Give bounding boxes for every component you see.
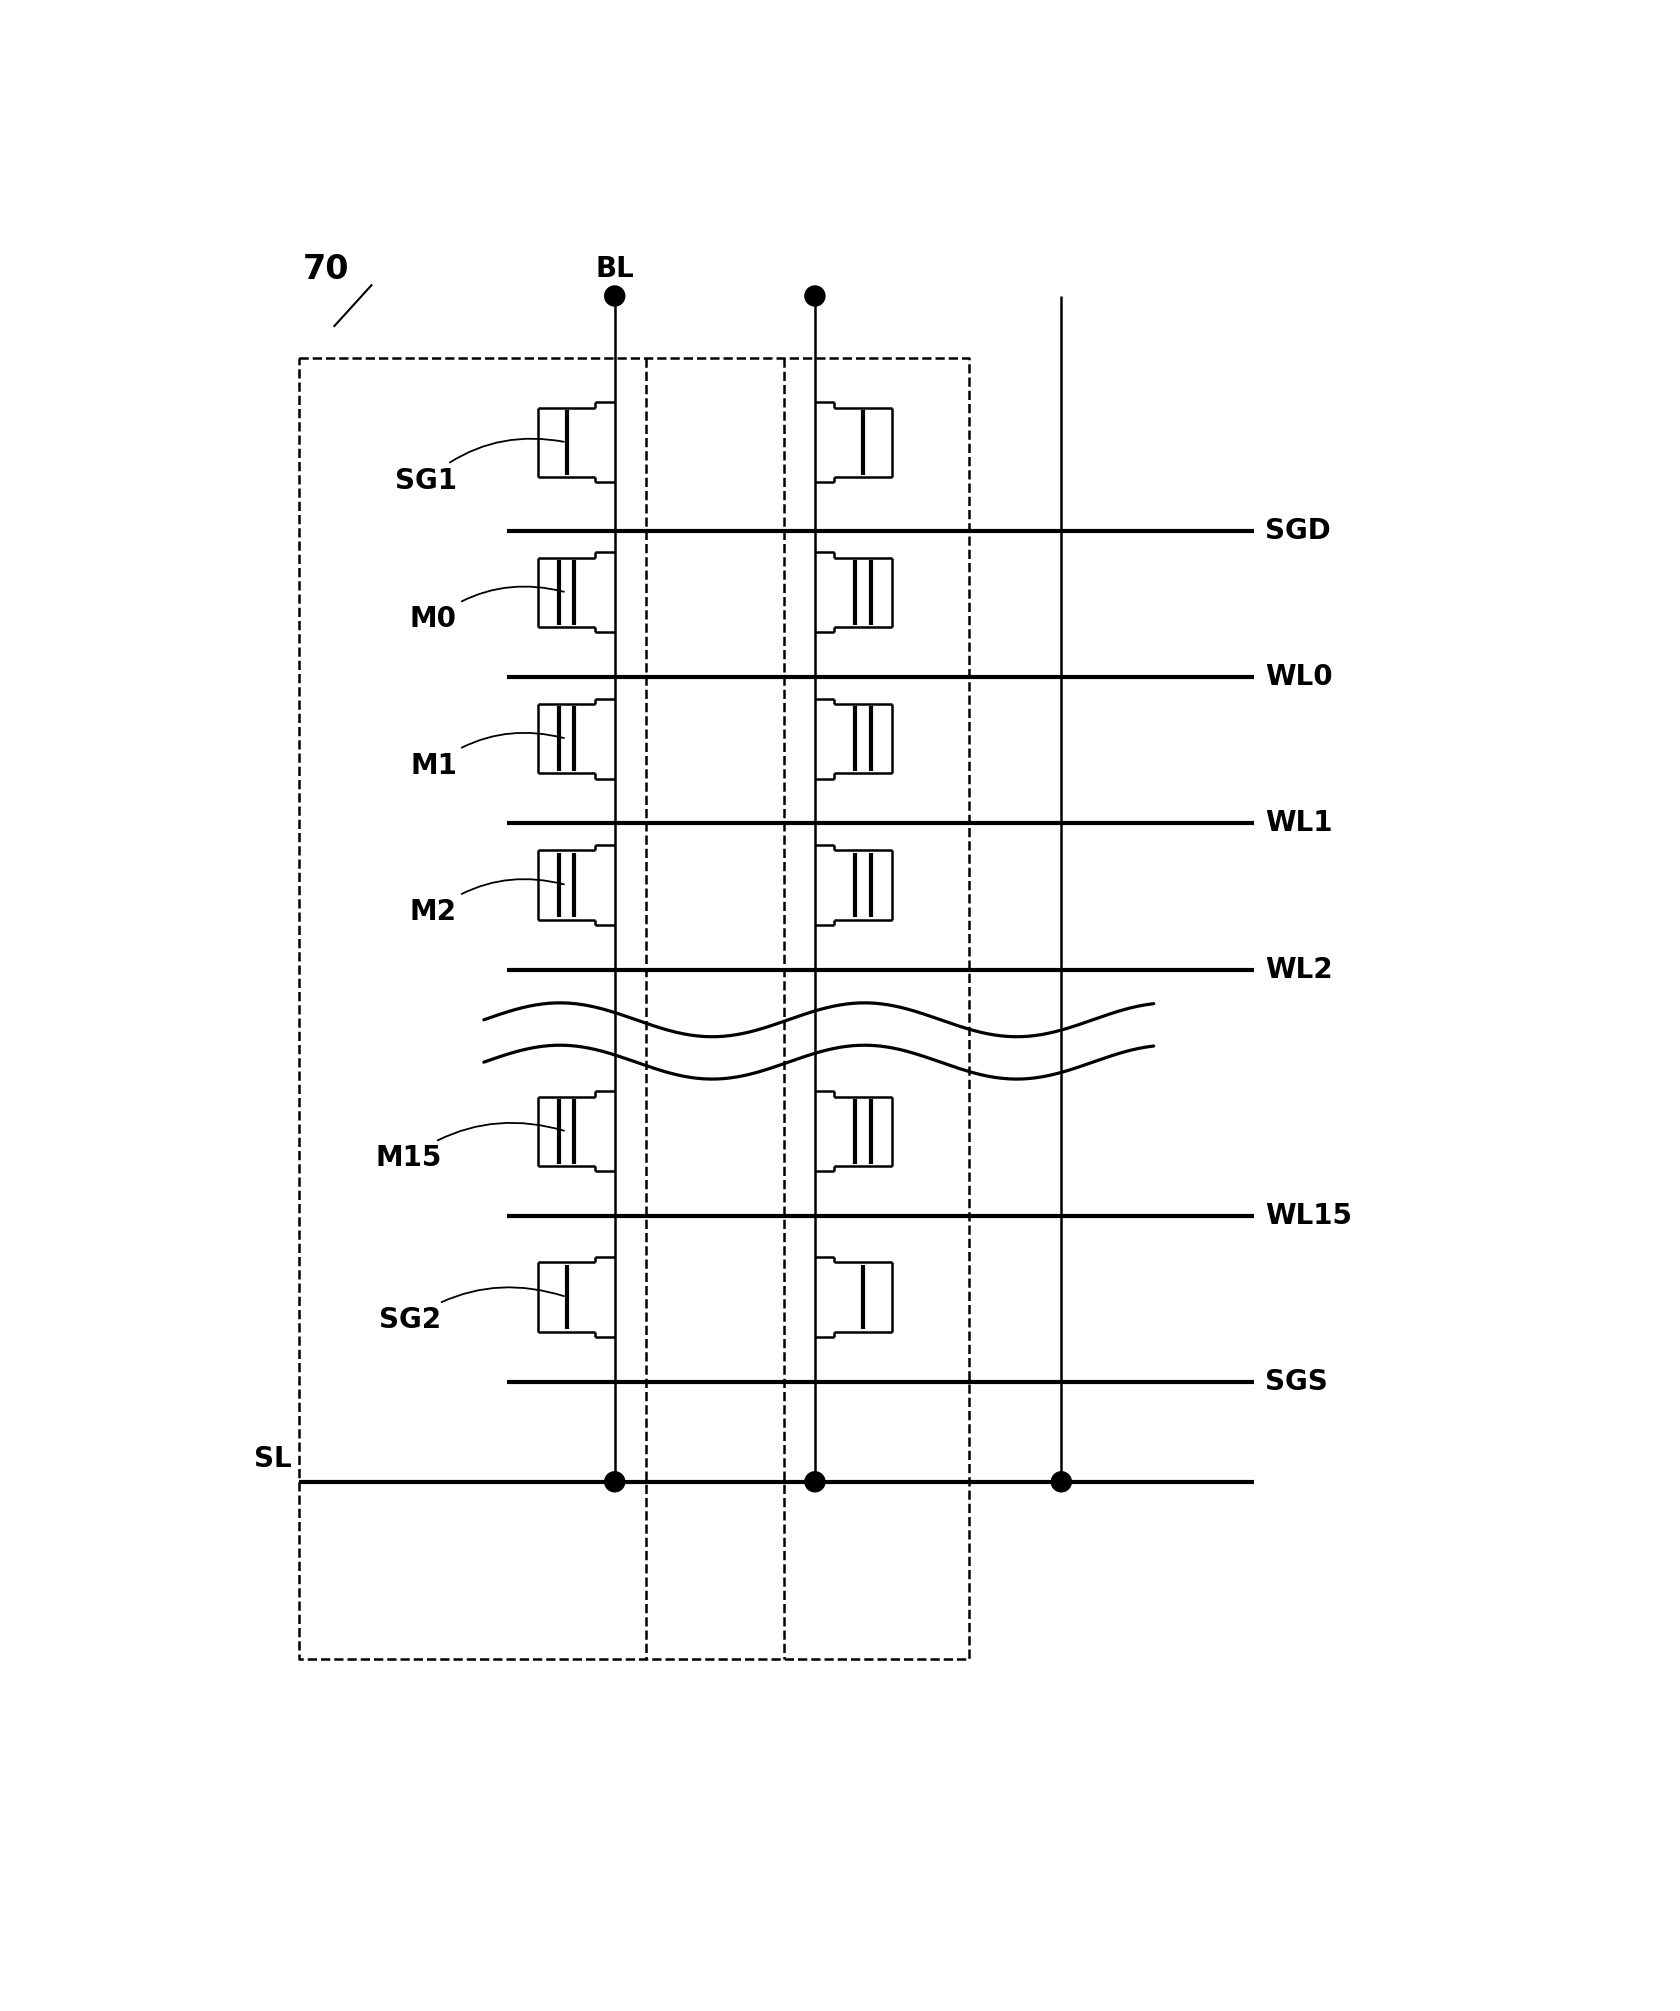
Text: M1: M1 bbox=[410, 732, 563, 780]
Text: M2: M2 bbox=[410, 879, 563, 925]
Circle shape bbox=[805, 286, 825, 306]
Text: SGD: SGD bbox=[1265, 517, 1331, 545]
Text: M0: M0 bbox=[410, 587, 563, 633]
Circle shape bbox=[805, 1472, 825, 1492]
Text: SGS: SGS bbox=[1265, 1367, 1327, 1396]
Circle shape bbox=[605, 1472, 625, 1492]
Circle shape bbox=[605, 286, 625, 306]
Text: WL0: WL0 bbox=[1265, 664, 1332, 692]
Text: SG1: SG1 bbox=[395, 438, 563, 495]
Text: M15: M15 bbox=[375, 1122, 563, 1172]
Text: WL2: WL2 bbox=[1265, 955, 1332, 983]
Text: 70: 70 bbox=[302, 253, 349, 286]
Text: SL: SL bbox=[254, 1444, 291, 1472]
Text: WL15: WL15 bbox=[1265, 1203, 1352, 1231]
Text: SG2: SG2 bbox=[380, 1287, 563, 1333]
Text: BL: BL bbox=[595, 255, 633, 284]
Circle shape bbox=[1050, 1472, 1070, 1492]
Text: WL1: WL1 bbox=[1265, 810, 1332, 837]
